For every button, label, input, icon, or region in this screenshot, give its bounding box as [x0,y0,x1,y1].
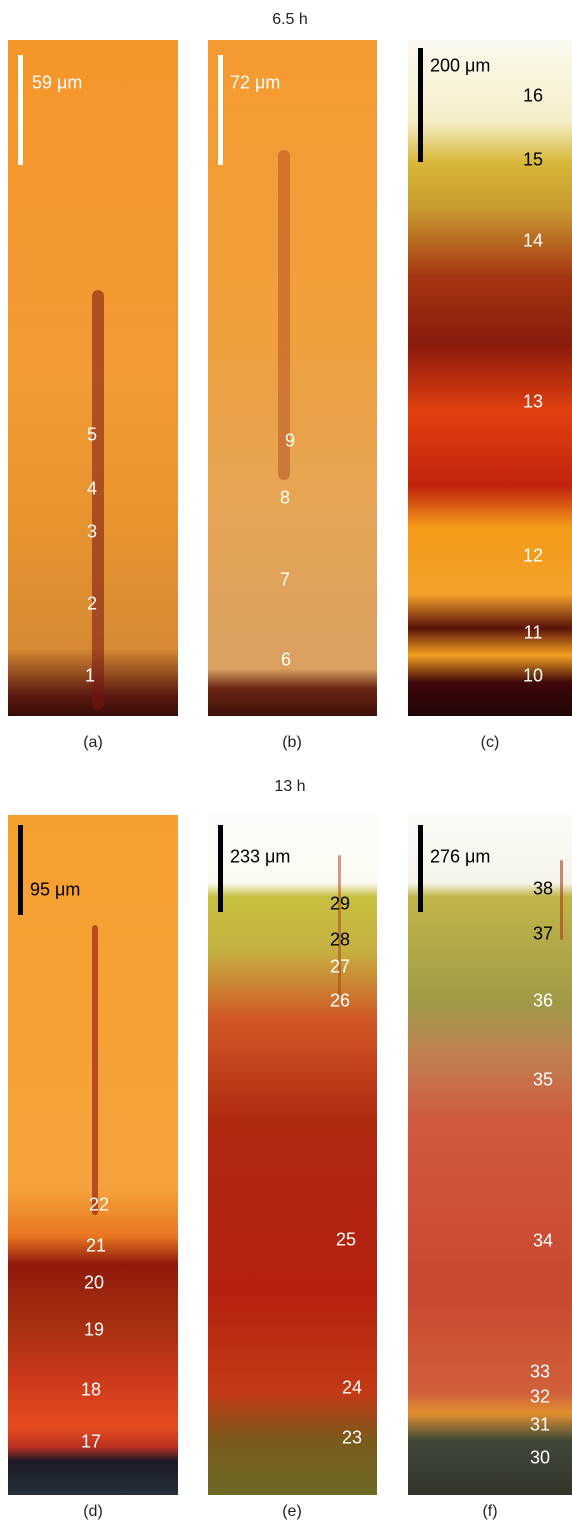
micrograph [408,40,572,716]
layer-label: 30 [530,1448,550,1469]
layer-label: 17 [81,1432,101,1453]
scale-label: 276 μm [430,847,490,868]
layer-label: 10 [523,666,543,687]
scale-bar [418,48,423,162]
layer-label: 13 [523,392,543,413]
panel-caption: (b) [282,734,302,752]
layer-label: 35 [533,1070,553,1091]
layer-label: 31 [530,1415,550,1436]
layer-label: 22 [89,1195,109,1216]
layer-label: 21 [86,1236,106,1257]
layer-label: 23 [342,1428,362,1449]
layer-label: 16 [523,86,543,107]
scale-bar [18,825,23,915]
layer-label: 27 [330,957,350,978]
scale-bar [218,55,223,165]
layer-label: 11 [524,623,543,644]
group-title: 6.5 h [272,11,308,29]
layer-label: 5 [87,425,97,446]
layer-label: 25 [336,1230,356,1251]
layer-label: 32 [530,1387,550,1408]
layer-label: 19 [84,1320,104,1341]
scale-label: 72 μm [230,73,280,94]
layer-label: 9 [285,431,295,452]
layer-label: 20 [84,1273,104,1294]
group-title: 13 h [274,778,305,796]
scale-bar [418,825,423,912]
layer-label: 33 [530,1362,550,1383]
micrograph [8,40,178,716]
panel-caption: (f) [482,1503,497,1521]
scale-label: 233 μm [230,847,290,868]
scale-bar [218,825,223,912]
panel-caption: (a) [83,734,103,752]
layer-label: 2 [87,594,97,615]
layer-label: 28 [330,930,350,951]
layer-label: 8 [280,488,290,509]
layer-label: 6 [281,650,291,671]
layer-label: 3 [87,522,97,543]
layer-label: 24 [342,1378,362,1399]
scale-bar [18,55,23,165]
layer-label: 36 [533,991,553,1012]
panel-caption: (d) [83,1503,103,1521]
figure: {"groups": [ {"title": "6.5 h", "panels"… [0,0,572,1525]
scale-label: 59 μm [32,73,82,94]
layer-label: 29 [330,894,350,915]
micrograph [208,40,377,716]
layer-label: 37 [533,924,553,945]
scale-label: 200 μm [430,56,490,77]
layer-label: 15 [523,150,543,171]
layer-label: 18 [81,1380,101,1401]
layer-label: 34 [533,1231,553,1252]
layer-label: 4 [87,479,97,500]
panel-caption: (e) [282,1503,302,1521]
layer-label: 26 [330,991,350,1012]
scale-label: 95 μm [30,880,80,901]
layer-label: 14 [523,231,543,252]
layer-label: 38 [533,879,553,900]
layer-label: 1 [85,666,95,687]
panel-caption: (c) [481,734,500,752]
layer-label: 12 [523,546,543,567]
layer-label: 7 [280,570,290,591]
